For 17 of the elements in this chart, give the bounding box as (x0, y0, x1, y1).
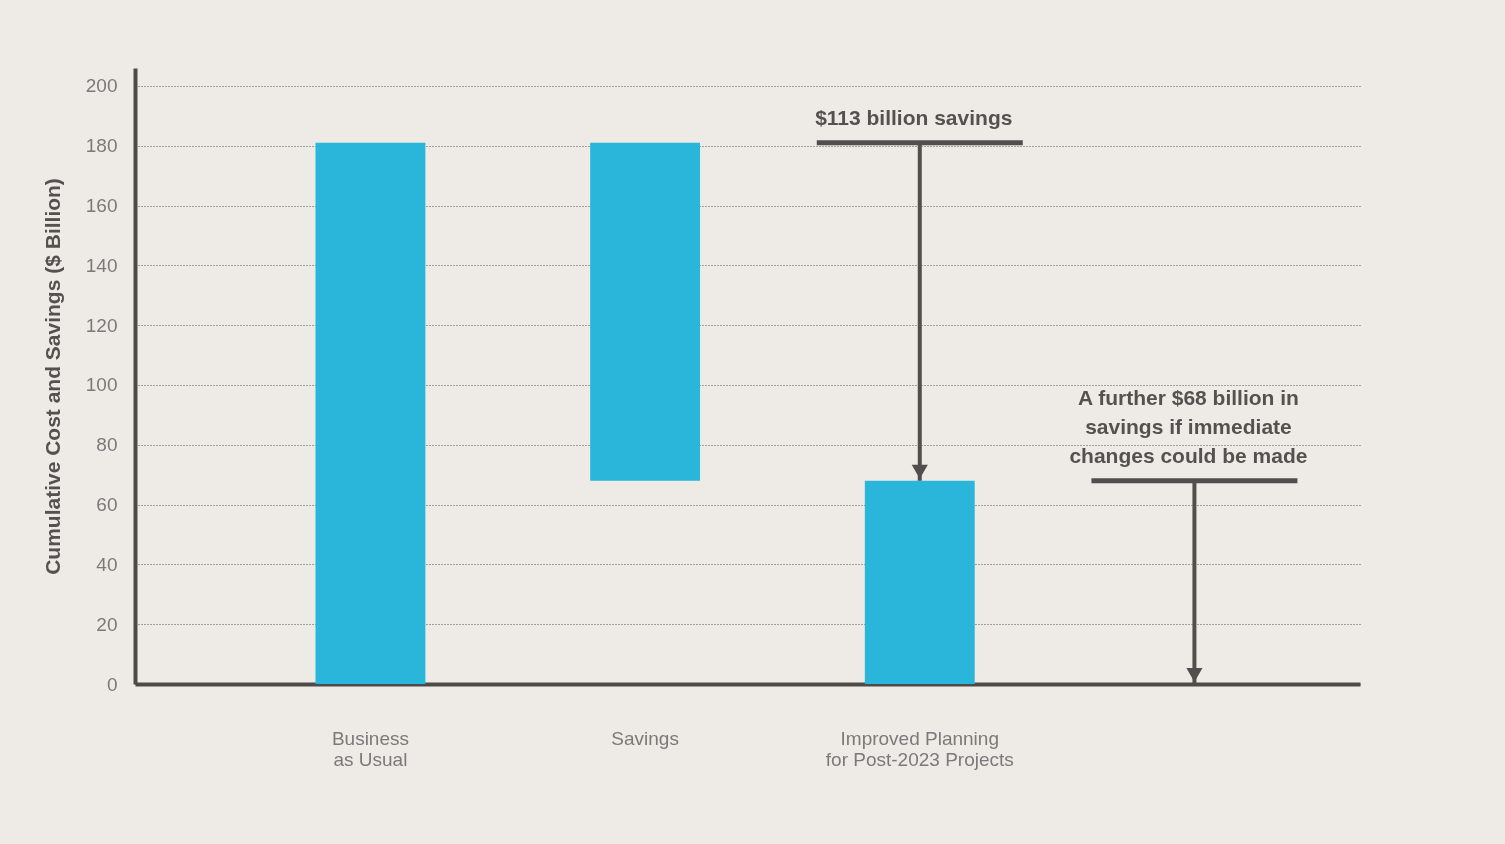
annotation: A further $68 billion in savings if immediate changes could be made (1069, 385, 1308, 467)
x-tick-label: Improved Planning for Post-2023 Projects (825, 727, 1014, 770)
y-tick-label: 40 (96, 553, 118, 575)
y-tick-label: 200 (85, 75, 118, 97)
annotation: $113 billion savings (815, 105, 1013, 129)
y-tick-label: 100 (85, 374, 118, 396)
y-axis-title: Cumulative Cost and Savings ($ Billion) (40, 178, 64, 575)
y-tick-label: 160 (85, 195, 118, 217)
y-tick-label: 140 (85, 254, 118, 276)
x-tick-label: Business as Usual (331, 727, 409, 770)
y-tick-label: 60 (96, 494, 118, 516)
y-tick-label: 120 (85, 314, 118, 336)
y-tick-label: 180 (85, 135, 118, 157)
x-tick-label: Savings (611, 727, 679, 749)
y-tick-label: 0 (106, 673, 118, 695)
y-tick-label: 80 (96, 434, 118, 456)
y-tick-label: 20 (96, 613, 118, 635)
